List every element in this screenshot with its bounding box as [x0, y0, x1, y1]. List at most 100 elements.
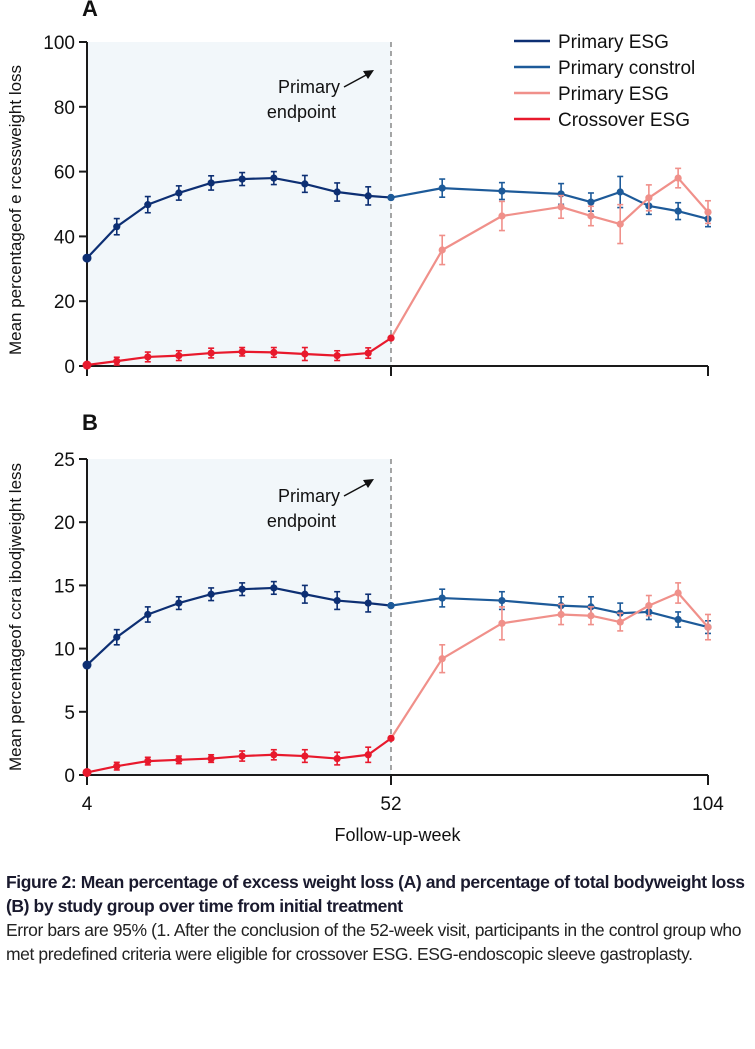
data-point	[333, 596, 341, 605]
y-tick-label: 15	[54, 576, 75, 597]
data-point	[301, 590, 309, 598]
data-point	[175, 352, 183, 360]
series-primary-constrol	[387, 588, 712, 635]
y-tick-label: 20	[54, 513, 75, 534]
data-point	[387, 193, 395, 202]
legend-label: Primary ESG	[558, 84, 669, 105]
legend: Primary ESG Primary constrol Primary ESG Cr…	[514, 32, 695, 131]
data-point	[82, 360, 92, 370]
annotation-arrow	[343, 73, 369, 88]
data-point	[587, 198, 595, 206]
data-point	[333, 754, 341, 763]
data-point	[301, 180, 309, 188]
data-point	[270, 348, 278, 356]
data-point	[616, 618, 624, 626]
caption-title: Figure 2: Mean percentage of excess weig…	[6, 872, 745, 916]
data-point	[387, 602, 395, 610]
data-point	[207, 349, 215, 357]
data-point	[270, 751, 278, 759]
panel-label: A	[82, 0, 98, 21]
annotation-arrowhead	[363, 479, 374, 488]
data-point	[438, 184, 446, 192]
data-point	[207, 179, 215, 187]
data-point	[82, 660, 92, 670]
y-tick-label: 10	[54, 640, 75, 661]
data-point	[113, 223, 121, 231]
data-point	[333, 188, 341, 196]
data-point	[364, 349, 372, 357]
series-crossover-esg	[82, 734, 395, 777]
panel-label: B	[82, 410, 98, 435]
data-point	[175, 599, 183, 607]
y-tick-label: 100	[43, 33, 75, 54]
shaded-region	[87, 42, 391, 366]
x-tick-label: 4	[82, 794, 93, 815]
y-tick-label: 0	[64, 357, 75, 378]
caption-body: Error bars are 95% (1. After the conclus…	[6, 920, 742, 964]
data-point	[645, 602, 653, 610]
figure-caption: Figure 2: Mean percentage of excess weig…	[6, 870, 751, 966]
series-line	[390, 596, 709, 629]
data-point	[270, 584, 278, 592]
y-tick-label: 20	[54, 292, 75, 313]
shaded-region	[87, 459, 391, 775]
data-point	[113, 762, 121, 770]
data-point	[270, 174, 278, 182]
x-tick-label: 104	[692, 794, 724, 815]
data-point	[82, 767, 92, 777]
series-line	[390, 176, 709, 339]
data-point	[498, 187, 506, 195]
data-point	[616, 220, 624, 228]
data-point	[364, 599, 372, 607]
annotation-arrow	[343, 482, 369, 497]
data-point	[674, 174, 682, 182]
data-point	[144, 201, 152, 209]
annotation-text: endpoint	[267, 511, 336, 531]
x-axis-label: Follow-up-week	[334, 825, 461, 845]
x-tick-label: 52	[380, 794, 401, 815]
data-point	[238, 752, 246, 760]
annotation-text: Primary	[278, 486, 340, 506]
data-point	[144, 757, 152, 765]
data-point	[616, 188, 624, 196]
data-point	[113, 357, 121, 365]
data-point	[387, 734, 395, 742]
y-axis-label: Mean percentageof ccra ibodjweight less	[6, 463, 25, 771]
data-point	[498, 619, 506, 627]
data-point	[238, 175, 246, 183]
data-point	[144, 353, 152, 361]
data-point	[674, 207, 682, 215]
y-axis-label: Mean percentageof e rcessweight loss	[6, 65, 25, 355]
data-point	[438, 655, 446, 663]
data-point	[144, 610, 152, 619]
data-point	[587, 612, 595, 620]
y-tick-label: 5	[64, 703, 75, 724]
data-point	[238, 348, 246, 356]
y-tick-label: 25	[54, 450, 75, 471]
data-point	[301, 752, 309, 760]
series-primary-constrol	[387, 175, 712, 228]
data-point	[438, 246, 446, 254]
legend-label: Primary constrol	[558, 58, 695, 79]
y-tick-label: 40	[54, 227, 75, 248]
legend-label: Crossover ESG	[558, 110, 690, 131]
series-crossover-esg	[82, 334, 395, 370]
data-point	[387, 334, 395, 342]
data-point	[498, 212, 506, 220]
y-tick-label: 0	[64, 766, 75, 787]
data-point	[333, 352, 341, 360]
data-point	[364, 192, 372, 200]
data-point	[175, 756, 183, 764]
data-point	[82, 253, 92, 263]
series-primary-esg	[387, 582, 712, 742]
data-point	[207, 590, 215, 598]
data-point	[674, 589, 682, 597]
series-primary-esg	[387, 167, 712, 342]
annotation-text: Primary	[278, 77, 340, 97]
data-point	[301, 350, 309, 358]
data-point	[175, 189, 183, 197]
annotation-text: endpoint	[267, 102, 336, 122]
chart-panel-a: A 0 20 40 60 80 100 Mean percentageof e rcesswe…	[6, 0, 712, 378]
data-point	[557, 203, 565, 211]
data-point	[557, 610, 565, 619]
